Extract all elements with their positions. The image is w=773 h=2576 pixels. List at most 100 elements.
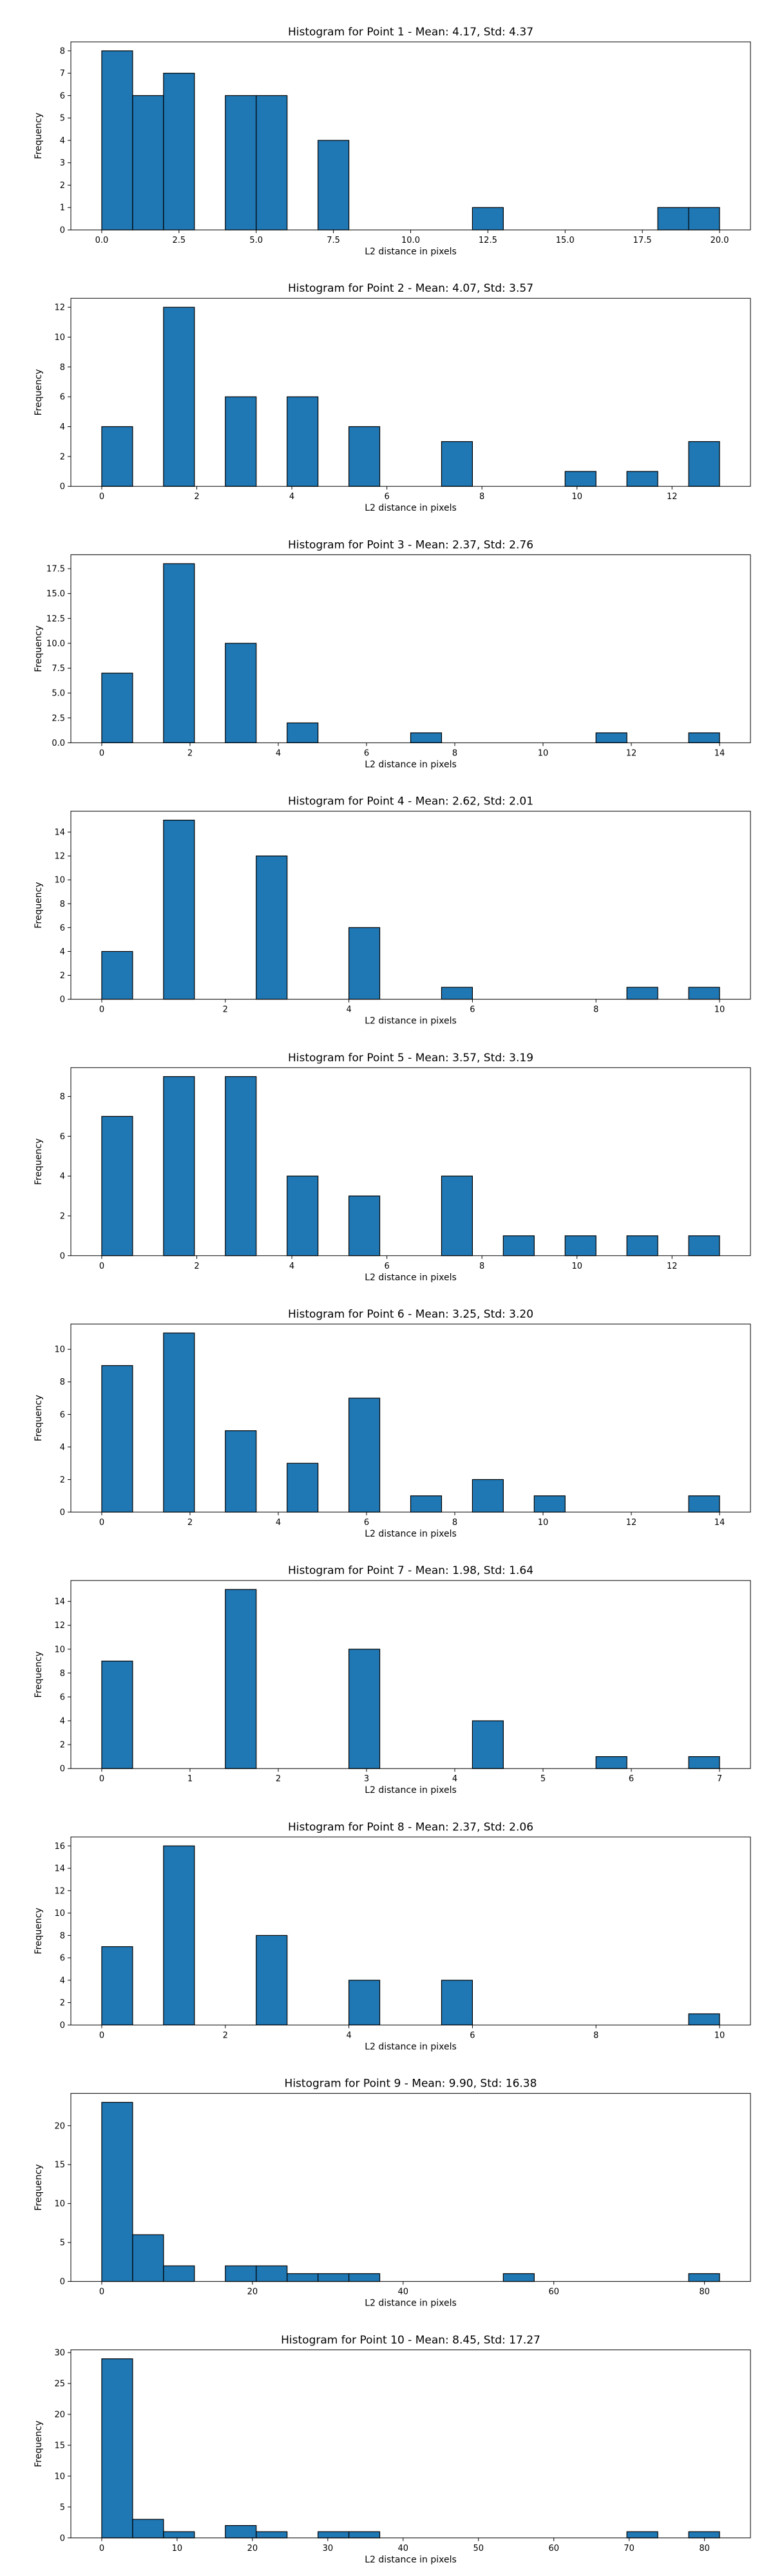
histogram-panel: Histogram for Point 5 - Mean: 3.57, Std:… [33, 1052, 751, 1283]
histogram-bar [225, 2265, 257, 2282]
y-tick-label: 6 [60, 91, 65, 101]
plot-frame [70, 298, 751, 487]
x-tick-label: 20 [247, 2544, 258, 2553]
plot-frame [70, 1580, 751, 1769]
y-axis-label: Frequency [33, 113, 44, 159]
plot-frame [70, 1836, 751, 2025]
x-axis-label: L2 distance in pixels [365, 1785, 457, 1795]
x-axis-label: L2 distance in pixels [365, 1273, 457, 1283]
x-tick-label: 10.0 [401, 236, 420, 245]
histogram-bar [502, 1235, 535, 1256]
x-tick-label: 2 [223, 2031, 228, 2040]
x-tick-label: 2 [187, 1518, 193, 1528]
histogram-bar [688, 2531, 720, 2539]
y-axis-label: Frequency [33, 2164, 44, 2210]
y-axis-label: Frequency [33, 1395, 44, 1441]
histogram-bar [441, 987, 473, 1000]
y-tick-label: 7 [60, 69, 65, 79]
y-axis-label: Frequency [33, 1908, 44, 1954]
chart-title: Histogram for Point 3 - Mean: 2.37, Std:… [288, 538, 533, 551]
x-tick-label: 12 [626, 748, 637, 758]
histogram-panel: Histogram for Point 3 - Mean: 2.37, Std:… [33, 538, 751, 770]
x-tick-label: 7.5 [327, 236, 340, 245]
x-tick-label: 6 [364, 1518, 369, 1528]
histogram-bar [688, 732, 720, 744]
x-tick-label: 1 [187, 1774, 193, 1784]
histogram-bar [287, 396, 319, 487]
y-tick-label: 0 [60, 2277, 65, 2287]
x-tick-label: 8 [452, 1518, 457, 1528]
y-tick-label: 6 [60, 923, 65, 933]
x-tick-label: 0 [99, 492, 104, 502]
chart-title: Histogram for Point 10 - Mean: 8.45, Std… [281, 2334, 540, 2347]
y-tick-label: 2 [60, 452, 65, 462]
histogram-bar [225, 396, 257, 487]
x-tick-label: 6 [470, 1005, 475, 1015]
x-tick-label: 60 [548, 2287, 559, 2297]
x-axis-label: L2 distance in pixels [365, 2041, 457, 2052]
y-tick-label: 15.0 [46, 589, 65, 599]
histogram-bar [564, 1235, 596, 1256]
plot-frame [70, 811, 751, 1000]
x-tick-label: 3 [364, 1774, 369, 1784]
x-tick-label: 0 [99, 2031, 104, 2040]
histogram-bar [348, 426, 381, 487]
y-tick-label: 4 [60, 1172, 65, 1182]
x-tick-label: 10 [571, 492, 582, 502]
histogram-bar [101, 426, 133, 487]
y-tick-label: 2 [60, 971, 65, 981]
x-tick-label: 5.0 [249, 236, 263, 245]
histogram-bar [318, 2531, 350, 2539]
x-tick-label: 6 [364, 748, 369, 758]
histogram-bar [163, 563, 195, 743]
chart-title: Histogram for Point 8 - Mean: 2.37, Std:… [288, 1821, 533, 1833]
y-tick-label: 2.5 [52, 714, 65, 723]
chart-title: Histogram for Point 9 - Mean: 9.90, Std:… [285, 2078, 537, 2090]
y-tick-label: 2 [60, 181, 65, 191]
histogram-bar [472, 1479, 504, 1513]
x-tick-label: 80 [699, 2544, 710, 2553]
y-tick-label: 4 [60, 136, 65, 146]
y-axis-label: Frequency [33, 882, 44, 928]
histogram-bar [256, 2531, 288, 2539]
x-tick-label: 5 [540, 1774, 546, 1784]
y-axis-label: Frequency [33, 1139, 44, 1185]
histogram-bar [348, 1397, 381, 1513]
x-axis-label: L2 distance in pixels [365, 247, 457, 257]
y-tick-label: 14 [54, 1597, 65, 1607]
histogram-bar [318, 140, 350, 231]
y-tick-label: 15 [54, 2441, 65, 2450]
x-tick-label: 30 [323, 2544, 334, 2553]
histogram-bar [688, 2273, 720, 2282]
histogram-bar [472, 207, 504, 231]
x-tick-label: 8 [452, 748, 457, 758]
y-tick-label: 10 [54, 333, 65, 343]
histogram-bar [688, 987, 720, 1000]
x-axis-label: L2 distance in pixels [365, 2298, 457, 2309]
histogram-bar [287, 1463, 319, 1513]
histogram-bar [595, 1756, 627, 1769]
histogram-bar [287, 722, 319, 743]
x-tick-label: 14 [714, 748, 725, 758]
x-axis-label: L2 distance in pixels [365, 1016, 457, 1027]
histogram-bar [256, 1935, 288, 2025]
y-tick-label: 4 [60, 1717, 65, 1727]
y-tick-label: 5.0 [52, 689, 65, 699]
x-tick-label: 0 [99, 1774, 104, 1784]
x-tick-label: 4 [346, 2031, 351, 2040]
histogram-bar [163, 1332, 195, 1513]
histogram-bar [410, 1495, 443, 1513]
y-axis-label: Frequency [33, 1651, 44, 1698]
chart-title: Histogram for Point 4 - Mean: 2.62, Std:… [288, 795, 533, 808]
y-tick-label: 6 [60, 1410, 65, 1420]
histogram-panel: Histogram for Point 8 - Mean: 2.37, Std:… [33, 1821, 751, 2052]
y-tick-label: 4 [60, 1443, 65, 1452]
x-tick-label: 20.0 [711, 236, 729, 245]
y-tick-label: 0 [60, 1508, 65, 1518]
y-tick-label: 4 [60, 422, 65, 432]
y-tick-label: 5 [60, 114, 65, 124]
y-tick-label: 8 [60, 1669, 65, 1678]
y-tick-label: 10 [54, 1345, 65, 1355]
histogram-bar [101, 2101, 133, 2282]
